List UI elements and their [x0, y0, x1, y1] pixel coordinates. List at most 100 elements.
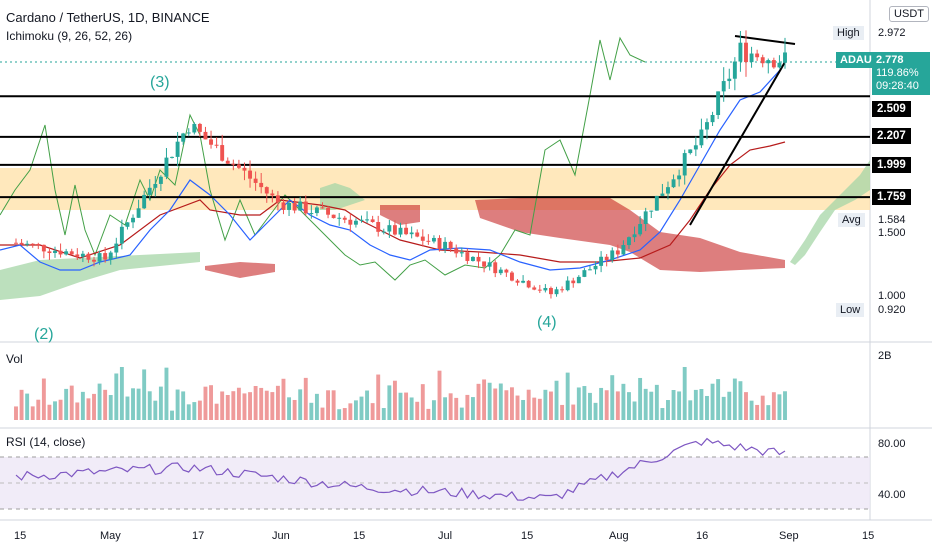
volume-bar: [459, 407, 464, 420]
candle-body: [716, 91, 721, 116]
x-tick: Aug: [609, 530, 629, 542]
candle-body: [259, 182, 264, 188]
volume-bar: [119, 367, 124, 420]
volume-bar: [604, 390, 609, 420]
candle-body: [760, 57, 765, 64]
volume-bar: [214, 403, 219, 420]
candle-body: [426, 240, 431, 242]
candle-body: [777, 62, 782, 68]
volume-title[interactable]: Vol: [6, 352, 23, 366]
volume-bar: [158, 386, 163, 420]
candle-body: [19, 242, 24, 245]
candle-body: [387, 225, 392, 232]
candle-body: [142, 194, 147, 209]
candle-body: [554, 289, 559, 295]
candle-body: [660, 193, 665, 196]
candle-body: [125, 222, 130, 227]
volume-bar: [738, 381, 743, 420]
volume-bar: [744, 392, 748, 420]
volume-bar: [465, 394, 470, 420]
volume-bar: [275, 385, 280, 420]
ichimoku-cloud-bull: [0, 252, 200, 300]
candle-body: [487, 262, 492, 267]
candle-body: [225, 160, 230, 164]
volume-bar: [30, 406, 35, 420]
candle-body: [537, 289, 542, 291]
candle-body: [593, 265, 598, 270]
volume-axis-label: 2B: [878, 350, 892, 362]
indicator-label[interactable]: Ichimoku (9, 26, 52, 26): [6, 29, 133, 43]
volume-bar: [554, 380, 559, 420]
candle-body: [365, 219, 370, 221]
candle-body: [504, 269, 509, 273]
candle-body: [682, 153, 687, 176]
candle-body: [370, 219, 375, 222]
x-tick: Sep: [779, 530, 799, 542]
volume-bar: [92, 393, 96, 420]
volume-bar: [320, 407, 325, 420]
last-price-badge: 2.778 119.86% 09:28:40: [872, 52, 930, 95]
volume-bar: [721, 396, 726, 420]
candle-body: [755, 53, 760, 58]
candle-body: [264, 187, 269, 194]
candle-body: [465, 252, 470, 261]
candle-body: [214, 144, 219, 146]
rsi-title[interactable]: RSI (14, close): [6, 435, 86, 449]
volume-bar: [498, 383, 503, 420]
rsi-tick-40: 40.00: [878, 489, 906, 501]
candle-body: [482, 261, 487, 267]
ichimoku-cloud-bear: [380, 205, 420, 225]
upper-trendline[interactable]: [734, 35, 796, 45]
volume-bar: [671, 390, 676, 420]
volume-bar: [599, 387, 604, 420]
candle-body: [643, 211, 648, 225]
candle-body: [131, 217, 135, 223]
candle-body: [565, 280, 570, 291]
volume-bar: [448, 393, 453, 420]
candle-body: [242, 167, 247, 171]
candle-body: [604, 256, 609, 261]
x-tick: 17: [192, 530, 205, 542]
volume-bar: [153, 400, 158, 420]
candle-body: [53, 250, 57, 254]
volume-bar: [526, 389, 531, 420]
volume-bar: [170, 410, 174, 420]
volume-bar: [381, 408, 386, 420]
volume-bar: [314, 393, 319, 420]
candle-body: [448, 241, 453, 249]
tick-1000: 1.000: [878, 290, 906, 302]
volume-bar: [537, 398, 542, 420]
candle-body: [181, 133, 186, 142]
volume-bar: [365, 390, 370, 420]
volume-bar: [186, 404, 191, 420]
volume-bar: [64, 388, 69, 420]
volume-bar: [454, 397, 459, 420]
candle-body: [420, 236, 425, 241]
candle-body: [381, 231, 386, 233]
candle-body: [404, 227, 409, 235]
high-label: High: [833, 26, 864, 40]
candle-body: [493, 262, 498, 274]
volume-bar: [125, 396, 130, 420]
volume-bar: [47, 404, 52, 420]
x-tick: Jun: [272, 530, 290, 542]
chikou-line: [0, 36, 646, 281]
rising-trendline[interactable]: [689, 61, 786, 226]
volume-bar: [75, 402, 80, 420]
currency-button[interactable]: USDT: [889, 6, 929, 22]
volume-bar: [164, 367, 169, 420]
volume-bar: [175, 389, 180, 420]
volume-bar: [649, 391, 654, 420]
candle-body: [158, 176, 163, 184]
ichimoku-cloud-bull: [790, 160, 870, 265]
candle-body: [108, 252, 113, 260]
volume-bar: [727, 391, 732, 420]
candle-body: [348, 219, 353, 225]
candle-body: [248, 170, 252, 179]
ichimoku-cloud-bear: [475, 198, 785, 272]
candle-body: [615, 250, 620, 255]
volume-bar: [69, 385, 74, 420]
volume-bar: [36, 399, 41, 420]
x-tick: Jul: [438, 530, 453, 542]
x-tick: 15: [862, 530, 875, 542]
